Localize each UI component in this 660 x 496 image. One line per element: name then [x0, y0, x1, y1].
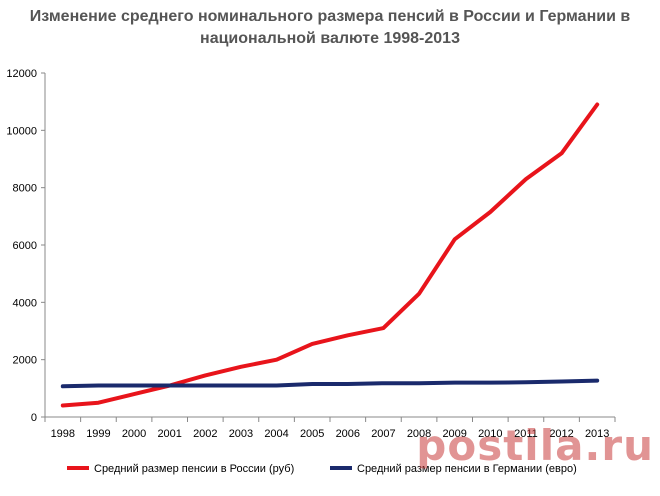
legend-label-1: Средний размер пенсии в России (руб): [94, 463, 294, 475]
x-tick-label: 2002: [193, 428, 217, 440]
chart-title: Изменение среднего номинального размера …: [0, 6, 660, 50]
x-tick-label: 2010: [478, 428, 502, 440]
x-tick-label: 2003: [229, 428, 253, 440]
series-line-1: [60, 102, 600, 408]
x-tick-label: 1999: [86, 428, 110, 440]
y-tick-label: 2000: [13, 355, 37, 367]
chart-title-line-2: национальной валюте 1998-2013: [200, 30, 460, 47]
x-tick-label: 2007: [371, 428, 395, 440]
legend: Средний размер пенсии в России (руб) Сред…: [67, 463, 577, 475]
x-tick-label: 2011: [514, 428, 538, 440]
x-tick-label: 2012: [549, 428, 573, 440]
x-tick-label: 2006: [336, 428, 360, 440]
y-tick-label: 8000: [13, 183, 37, 195]
x-tick-label: 2004: [264, 428, 288, 440]
x-tick-label: 1998: [51, 428, 75, 440]
legend-label-2: Средний размер пенсии в Германии (евро): [357, 463, 577, 475]
y-tick-label: 10000: [6, 125, 37, 137]
x-tick-label: 2005: [300, 428, 324, 440]
y-tick-label: 0: [31, 412, 37, 424]
y-tick-label: 12000: [6, 68, 37, 80]
y-tick-label: 6000: [13, 240, 37, 252]
x-tick-label: 2001: [157, 428, 181, 440]
watermark-logo: postila.ru: [416, 421, 654, 470]
x-tick-label: 2008: [407, 428, 431, 440]
x-tick-label: 2009: [442, 428, 466, 440]
axes: 0 2000 4000 6000 8000 10000 12000 1998 1999 2000 2…: [6, 68, 616, 440]
x-tick-label: 2000: [122, 428, 146, 440]
chart-title-line-1: Изменение среднего номинального размера …: [29, 8, 631, 25]
y-tick-label: 4000: [13, 297, 37, 309]
series-layer: [60, 102, 600, 408]
series-line-2: [60, 378, 600, 389]
x-tick-label: 2013: [585, 428, 609, 440]
